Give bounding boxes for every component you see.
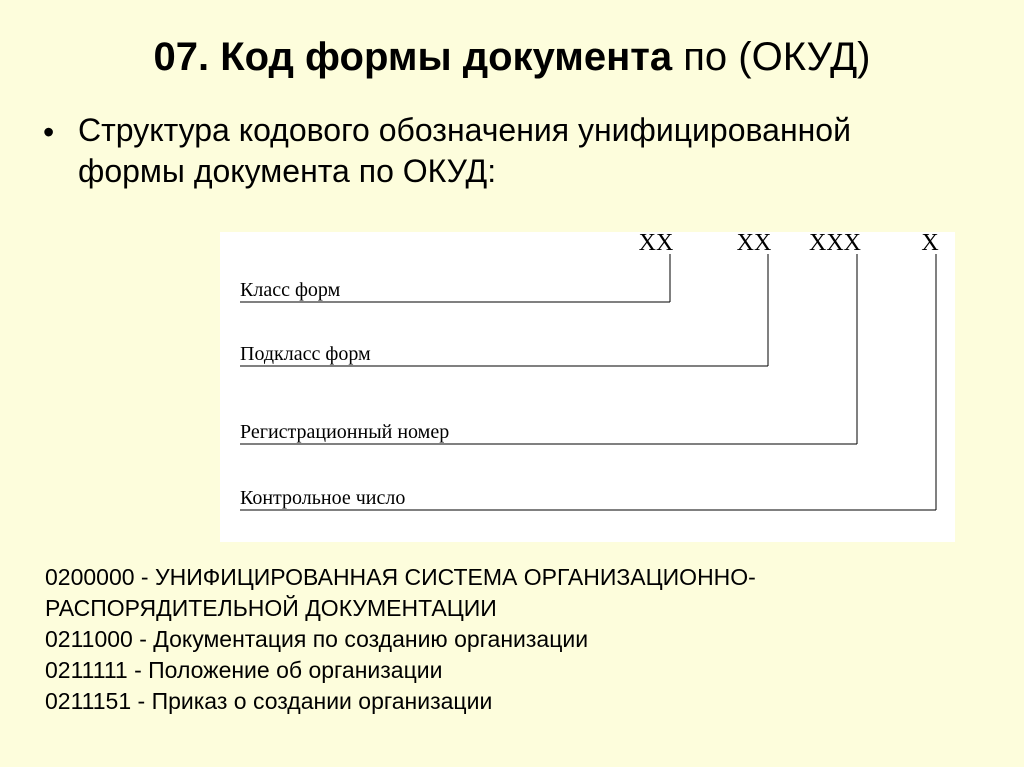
okud-diagram: XXXXXXXX Класс формПодкласс формРегистра… — [220, 232, 955, 542]
code-placeholders: XXXXXXXX — [639, 232, 939, 256]
example-line: 0200000 - УНИФИЦИРОВАННАЯ СИСТЕМА ОРГАНИ… — [45, 562, 985, 624]
example-line: 0211151 - Приказ о создании организации — [45, 686, 985, 717]
diagram-svg: XXXXXXXX Класс формПодкласс формРегистра… — [220, 232, 955, 542]
row-label: Регистрационный номер — [240, 421, 449, 443]
code-placeholder: XXX — [809, 232, 861, 256]
code-placeholder: XX — [639, 232, 674, 256]
row-label: Подкласс форм — [240, 343, 371, 365]
diagram-rows: Класс форм Подкласс форм Регистрационный н… — [240, 254, 936, 510]
code-placeholder: X — [921, 232, 938, 256]
examples-block: 0200000 - УНИФИЦИРОВАННАЯ СИСТЕМА ОРГАНИ… — [45, 562, 985, 717]
slide: 07. Код формы документа по (ОКУД) • Стру… — [0, 0, 1024, 767]
bullet-marker: • — [43, 112, 54, 153]
example-line: 0211000 - Документация по созданию орган… — [45, 624, 985, 655]
bullet-text: Структура кодового обозначения унифициро… — [78, 112, 851, 189]
row-label: Класс форм — [240, 279, 341, 301]
code-placeholder: XX — [737, 232, 772, 256]
bullet-text-block: • Структура кодового обозначения унифици… — [78, 110, 948, 192]
title-thin: по (ОКУД) — [672, 35, 870, 79]
slide-title: 07. Код формы документа по (ОКУД) — [0, 35, 1024, 80]
row-label: Контрольное число — [240, 487, 405, 509]
title-bold: 07. Код формы документа — [154, 35, 673, 79]
example-line: 0211111 - Положение об организации — [45, 655, 985, 686]
